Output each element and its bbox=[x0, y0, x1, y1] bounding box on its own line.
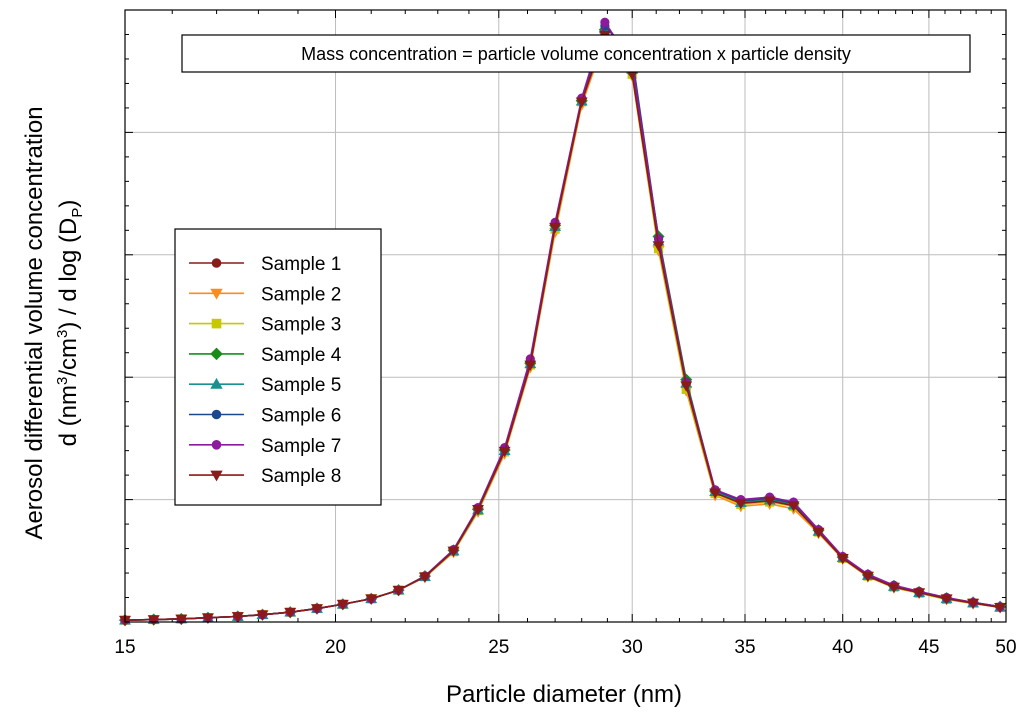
data-point bbox=[201, 613, 214, 624]
data-point bbox=[787, 501, 800, 512]
legend-marker bbox=[211, 439, 222, 450]
legend-label: Sample 3 bbox=[261, 315, 341, 336]
data-point bbox=[652, 241, 665, 252]
legend-item: Sample 4 bbox=[189, 345, 342, 366]
legend-label: Sample 7 bbox=[261, 436, 341, 457]
legend-label: Sample 2 bbox=[261, 284, 341, 305]
legend-marker bbox=[211, 318, 222, 329]
data-point bbox=[600, 17, 610, 27]
data-point bbox=[994, 602, 1007, 614]
ylabel-part-3: ) / d log (D bbox=[55, 218, 82, 330]
legend-marker bbox=[210, 470, 223, 482]
data-point bbox=[734, 498, 747, 510]
legend-item: Sample 1 bbox=[189, 254, 341, 275]
legend-frame bbox=[174, 228, 382, 506]
legend-marker bbox=[210, 377, 223, 389]
x-tick-label: 30 bbox=[622, 637, 643, 658]
data-point bbox=[763, 496, 776, 507]
ylabel-subscript: P bbox=[69, 208, 86, 218]
ylabel-superscript-2: 3 bbox=[54, 330, 71, 338]
annotation-frame bbox=[181, 34, 971, 73]
legend-item: Sample 8 bbox=[189, 466, 341, 487]
ylabel-part-2: /cm bbox=[55, 338, 82, 377]
data-point bbox=[887, 582, 900, 594]
legend-marker bbox=[211, 409, 222, 420]
legend-label: Sample 4 bbox=[261, 345, 342, 366]
x-tick-label: 25 bbox=[488, 637, 509, 658]
annotation-text: Mass concentration = particle volume con… bbox=[301, 44, 851, 64]
data-point bbox=[147, 615, 160, 626]
y-axis-label-line1: Aerosol differential volume concentratio… bbox=[21, 106, 48, 539]
x-tick-label: 35 bbox=[734, 637, 755, 658]
legend-item: Sample 7 bbox=[189, 436, 341, 457]
annotation-box: Mass concentration = particle volume con… bbox=[181, 34, 971, 73]
x-tick-labels: 15 20 25 30 35 40 45 50 bbox=[114, 637, 1016, 658]
legend-item: Sample 6 bbox=[189, 406, 341, 427]
data-point bbox=[419, 572, 431, 583]
x-tick-label: 15 bbox=[114, 637, 135, 658]
legend-item: Sample 2 bbox=[189, 284, 341, 305]
data-point bbox=[680, 381, 693, 392]
data-point bbox=[940, 594, 953, 605]
ylabel-part-1: d (nm bbox=[55, 385, 82, 446]
data-point bbox=[913, 588, 926, 599]
x-tick-label: 45 bbox=[918, 637, 939, 658]
data-point bbox=[284, 607, 297, 619]
ylabel-part-4: ) bbox=[55, 200, 82, 208]
plot-frame bbox=[124, 9, 1007, 623]
data-point bbox=[336, 599, 349, 611]
x-tick-label: 40 bbox=[832, 637, 853, 658]
x-tick-label: 50 bbox=[995, 637, 1016, 658]
legend-marker bbox=[211, 258, 222, 268]
data-point bbox=[524, 360, 537, 372]
data-point bbox=[861, 571, 874, 583]
legend-label: Sample 5 bbox=[261, 375, 341, 396]
data-point bbox=[575, 97, 588, 108]
data-point bbox=[175, 614, 188, 625]
legend-label: Sample 1 bbox=[261, 254, 341, 275]
data-point bbox=[231, 612, 244, 623]
x-tick-label: 20 bbox=[325, 637, 346, 658]
data-point bbox=[836, 554, 849, 565]
data-point bbox=[472, 505, 484, 516]
data-point bbox=[447, 546, 460, 558]
data-point bbox=[967, 598, 980, 610]
data-point bbox=[311, 604, 323, 615]
data-point bbox=[812, 527, 825, 539]
x-axis-label: Particle diameter (nm) bbox=[446, 681, 682, 708]
series-layer bbox=[118, 17, 1007, 627]
series-line bbox=[124, 34, 1001, 621]
legend-marker bbox=[210, 288, 223, 300]
data-point bbox=[365, 594, 378, 605]
legend-item: Sample 5 bbox=[189, 375, 341, 396]
legend-label: Sample 8 bbox=[261, 466, 341, 487]
legend: Sample 1 Sample 2 Sample 3 Sample 4 Sample 5… bbox=[174, 228, 382, 506]
y-axis-label-line2: d (nm3/cm3) / d log (DP) bbox=[54, 200, 86, 447]
data-point bbox=[392, 585, 405, 597]
legend-marker bbox=[210, 347, 223, 361]
data-point bbox=[549, 222, 562, 234]
legend-label: Sample 6 bbox=[261, 406, 341, 427]
ylabel-superscript-1: 3 bbox=[54, 377, 71, 385]
data-point bbox=[709, 488, 722, 499]
data-point bbox=[498, 446, 511, 458]
data-point bbox=[256, 610, 269, 621]
legend-item: Sample 3 bbox=[189, 315, 341, 336]
